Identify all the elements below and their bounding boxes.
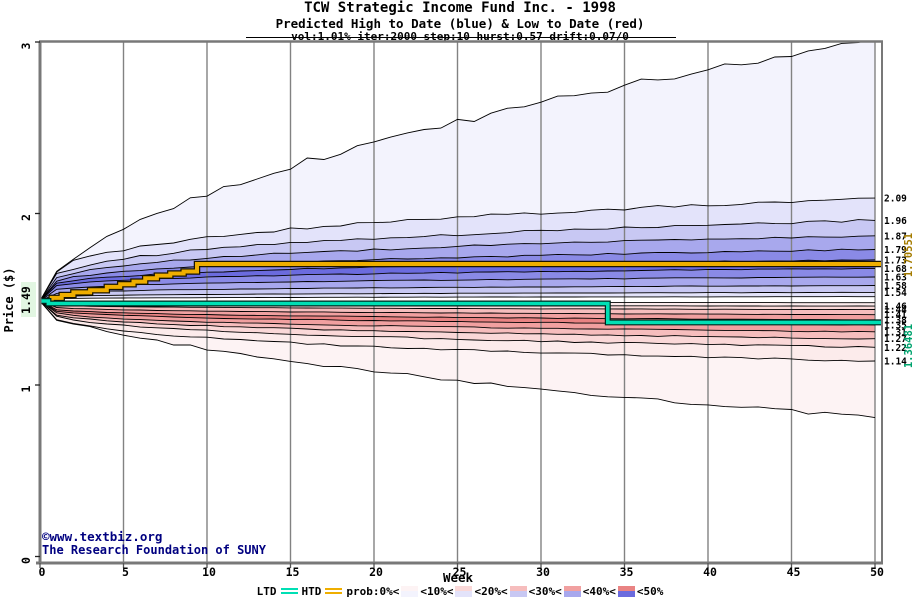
low-percentile-label: 1.27 <box>884 334 907 345</box>
legend-ltd-label: LTD <box>256 584 277 598</box>
percentile-line <box>40 300 876 310</box>
high-percentile-label: 1.58 <box>884 281 907 292</box>
chart-subtitle: Predicted High to Date (blue) & Low to D… <box>275 15 645 31</box>
legend-prob-label: <20%< <box>474 584 508 598</box>
high-percentile-label: 1.96 <box>884 216 907 227</box>
high-percentile-label: 1.79 <box>884 245 907 256</box>
chart-legend: LTD HTD prob:0%< <10%< <20%< <30%< <40%< <50% <box>0 584 920 598</box>
low-percentile-label: 1.22 <box>884 343 907 354</box>
chart-footer: ©www.textbiz.org The Research Foundation… <box>42 529 266 558</box>
series-lines <box>40 260 882 326</box>
y-tick-label: 3 <box>19 42 33 49</box>
percentile-line <box>40 296 875 302</box>
percentile-line <box>40 41 865 302</box>
percentile-line <box>40 285 876 302</box>
title-underline <box>246 37 676 38</box>
percentile-line <box>40 300 876 348</box>
prob-band-swatch <box>617 585 635 597</box>
high-percentile-label: 1.87 <box>884 231 907 242</box>
x-tick-label: 50 <box>870 565 884 579</box>
high-percentile-label: 1.73 <box>884 255 907 266</box>
percentile-line <box>40 219 876 302</box>
chart-titles: TCW Strategic Income Fund Inc. - 1998 Pr… <box>0 1 920 42</box>
y-tick-label: 2 <box>19 214 33 221</box>
x-tick-label: 45 <box>787 565 801 579</box>
htd-line <box>40 262 882 303</box>
ltd-line-swatch <box>280 586 298 596</box>
x-tick-label: 20 <box>369 565 383 579</box>
axes <box>35 40 883 568</box>
y-tick-label: 0 <box>19 557 33 564</box>
ltd-final-value-label: 1.36481 <box>903 324 915 368</box>
y-axis-title: Price ($) <box>2 267 16 332</box>
foundation-credit: The Research Foundation of SUNY <box>42 543 266 558</box>
low-percentile-label: 1.14 <box>884 356 907 367</box>
prob-band-swatch <box>455 585 473 597</box>
prob-band-legend: prob:0%< <10%< <20%< <30%< <40%< <50% <box>346 585 663 598</box>
percentile-line <box>40 300 876 362</box>
high-band <box>40 198 875 301</box>
legend-htd-label: HTD <box>301 584 322 598</box>
low-percentile-label: 1.46 <box>884 302 907 313</box>
low-percentile-label: 1.35 <box>884 320 907 331</box>
x-tick-label: 30 <box>536 565 550 579</box>
x-tick-label: 15 <box>286 565 300 579</box>
prob-band-swatch <box>509 585 527 597</box>
legend-prob-label: <40%< <box>582 584 616 598</box>
htd-line-swatch <box>325 586 343 596</box>
percentile-line <box>40 300 876 333</box>
high-band <box>40 268 875 301</box>
high-percentile-label: 1.68 <box>884 264 907 275</box>
high-band <box>40 277 875 301</box>
chart-parameters: vol:1.01% iter:2000 step:10 hurst:0.57 d… <box>0 31 920 43</box>
x-axis-title: Week <box>443 570 474 585</box>
percentile-line <box>40 197 876 302</box>
boundary-lines <box>40 41 876 419</box>
percentile-line <box>40 276 876 302</box>
copyright-link[interactable]: ©www.textbiz.org <box>42 529 163 544</box>
page-title: TCW Strategic Income Fund Inc. - 1998 <box>304 0 616 16</box>
low-percentile-label: 1.44 <box>884 305 907 316</box>
low-band <box>40 301 875 362</box>
legend-prob-label: <10%< <box>420 584 454 598</box>
x-tick-label: 10 <box>202 565 216 579</box>
percentile-line <box>40 300 876 419</box>
percentile-line <box>40 248 876 302</box>
percentile-line <box>40 300 876 340</box>
high-percentile-label: 1.63 <box>884 272 907 283</box>
percentile-line <box>40 291 875 302</box>
prob-band-swatch <box>401 585 419 597</box>
x-tick-label: 35 <box>620 565 634 579</box>
legend-prob-label: <30%< <box>528 584 562 598</box>
low-percentile-label: 1.41 <box>884 310 907 321</box>
percentile-line <box>40 300 876 316</box>
y-tick-label: 1 <box>19 385 33 392</box>
legend-prob-label: prob:0%< <box>346 584 400 598</box>
x-tick-label: 25 <box>453 565 467 579</box>
start-price-highlight <box>21 282 36 317</box>
prob-band-swatch <box>563 585 581 597</box>
low-percentile-label: 1.31 <box>884 327 907 338</box>
low-percentile-label: 1.38 <box>884 315 907 326</box>
high-percentile-label: 2.09 <box>884 194 907 205</box>
ltd-line <box>40 299 882 325</box>
legend-prob-label: <50% <box>636 584 664 598</box>
percentile-line <box>40 235 876 302</box>
high-percentile-label: 1.54 <box>884 288 907 299</box>
percentile-line <box>40 267 875 302</box>
htd-final-value-label: 1.70551 <box>903 233 915 277</box>
x-tick-label: 5 <box>122 565 129 579</box>
percentile-line <box>40 300 876 321</box>
start-price-label: 1.49 <box>19 286 33 314</box>
x-tick-label: 0 <box>39 565 46 579</box>
x-tick-label: 40 <box>703 565 717 579</box>
